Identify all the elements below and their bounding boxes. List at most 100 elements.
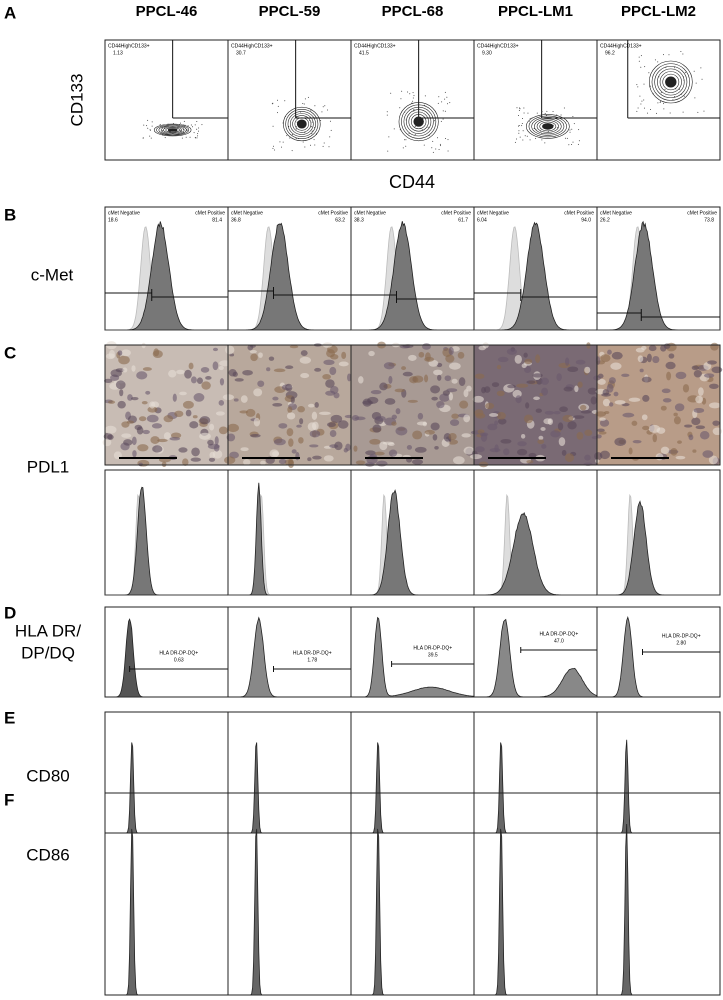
contour [659, 71, 682, 93]
event-dot [198, 127, 200, 129]
event-dot [521, 122, 523, 124]
event-dot [324, 105, 326, 107]
plot-frame [350, 792, 475, 996]
cell [395, 408, 401, 415]
cell [478, 345, 486, 351]
contour [406, 109, 432, 134]
cell [577, 381, 583, 388]
cell [517, 441, 527, 447]
event-dot [149, 129, 151, 131]
event-dot [656, 112, 658, 114]
event-dot [445, 138, 447, 140]
plot-frame [104, 469, 229, 596]
event-dot [694, 97, 696, 99]
cell [691, 365, 699, 371]
event-dot [162, 130, 164, 132]
cell [395, 426, 408, 436]
gate-value: 1.78 [307, 657, 317, 663]
cell [561, 449, 567, 456]
plot-frame [227, 469, 352, 596]
cell [394, 388, 405, 393]
cell [107, 434, 114, 440]
cell [307, 457, 312, 462]
histogram [228, 222, 351, 331]
cell [240, 395, 248, 403]
event-dot [321, 111, 323, 113]
cell [436, 401, 445, 409]
cell [516, 383, 529, 388]
cell [673, 412, 678, 417]
cell [330, 386, 339, 394]
cell [711, 366, 723, 374]
cell [448, 392, 454, 401]
cell [108, 400, 116, 404]
cell [126, 420, 134, 424]
cell [296, 424, 302, 428]
event-dot [286, 135, 288, 137]
event-dot [327, 109, 329, 111]
cell [300, 373, 310, 379]
cell [677, 440, 682, 444]
event-dot [292, 134, 294, 136]
histogram [228, 828, 351, 996]
event-dot [281, 146, 283, 148]
event-dot [413, 108, 415, 110]
cell [663, 343, 671, 349]
cell [595, 411, 607, 417]
cell [692, 449, 697, 453]
cell [243, 459, 251, 466]
cell [532, 373, 543, 378]
event-dot [433, 120, 435, 122]
column-header: PPCL-46 [136, 3, 198, 20]
cell [207, 439, 214, 446]
contour [170, 128, 176, 132]
event-dot [523, 112, 525, 114]
event-dot [669, 112, 671, 114]
cell [117, 400, 126, 409]
cell [295, 451, 300, 461]
event-dot [272, 147, 274, 149]
cell [675, 455, 686, 460]
event-dot [643, 107, 645, 109]
cell [311, 421, 319, 430]
cell [286, 428, 294, 437]
cell [219, 378, 225, 386]
gate-label: cMet Negative [600, 210, 632, 216]
cell [637, 355, 644, 363]
event-dot [437, 102, 439, 104]
cell [559, 406, 568, 413]
gate-label: HLA DR-DP-DQ+ [539, 631, 578, 637]
event-dot [695, 82, 697, 84]
event-dot [535, 137, 537, 139]
event-dot [644, 66, 646, 68]
cell [537, 439, 545, 445]
event-dot [142, 137, 144, 139]
cell [449, 362, 461, 370]
cell [121, 433, 132, 438]
cell [345, 443, 351, 452]
event-dot [147, 119, 149, 121]
cell [136, 426, 144, 435]
event-dot [412, 92, 414, 94]
cell [475, 446, 485, 453]
cell [163, 415, 174, 423]
event-dot [431, 147, 433, 149]
event-dot [279, 141, 281, 143]
cell [458, 377, 466, 387]
cell [375, 415, 386, 422]
cell [641, 376, 652, 383]
event-dot [657, 102, 659, 104]
cell [524, 358, 533, 365]
event-dot [571, 143, 573, 145]
cell [574, 385, 579, 393]
event-dot [544, 113, 546, 115]
histogram [105, 493, 228, 596]
histogram [474, 221, 597, 331]
event-dot [435, 148, 437, 150]
event-dot [446, 96, 448, 98]
event-dot [399, 107, 401, 109]
event-dot [568, 144, 570, 146]
plot-frame [596, 469, 721, 596]
event-dot [664, 88, 666, 90]
panel-letter: F [4, 790, 14, 809]
